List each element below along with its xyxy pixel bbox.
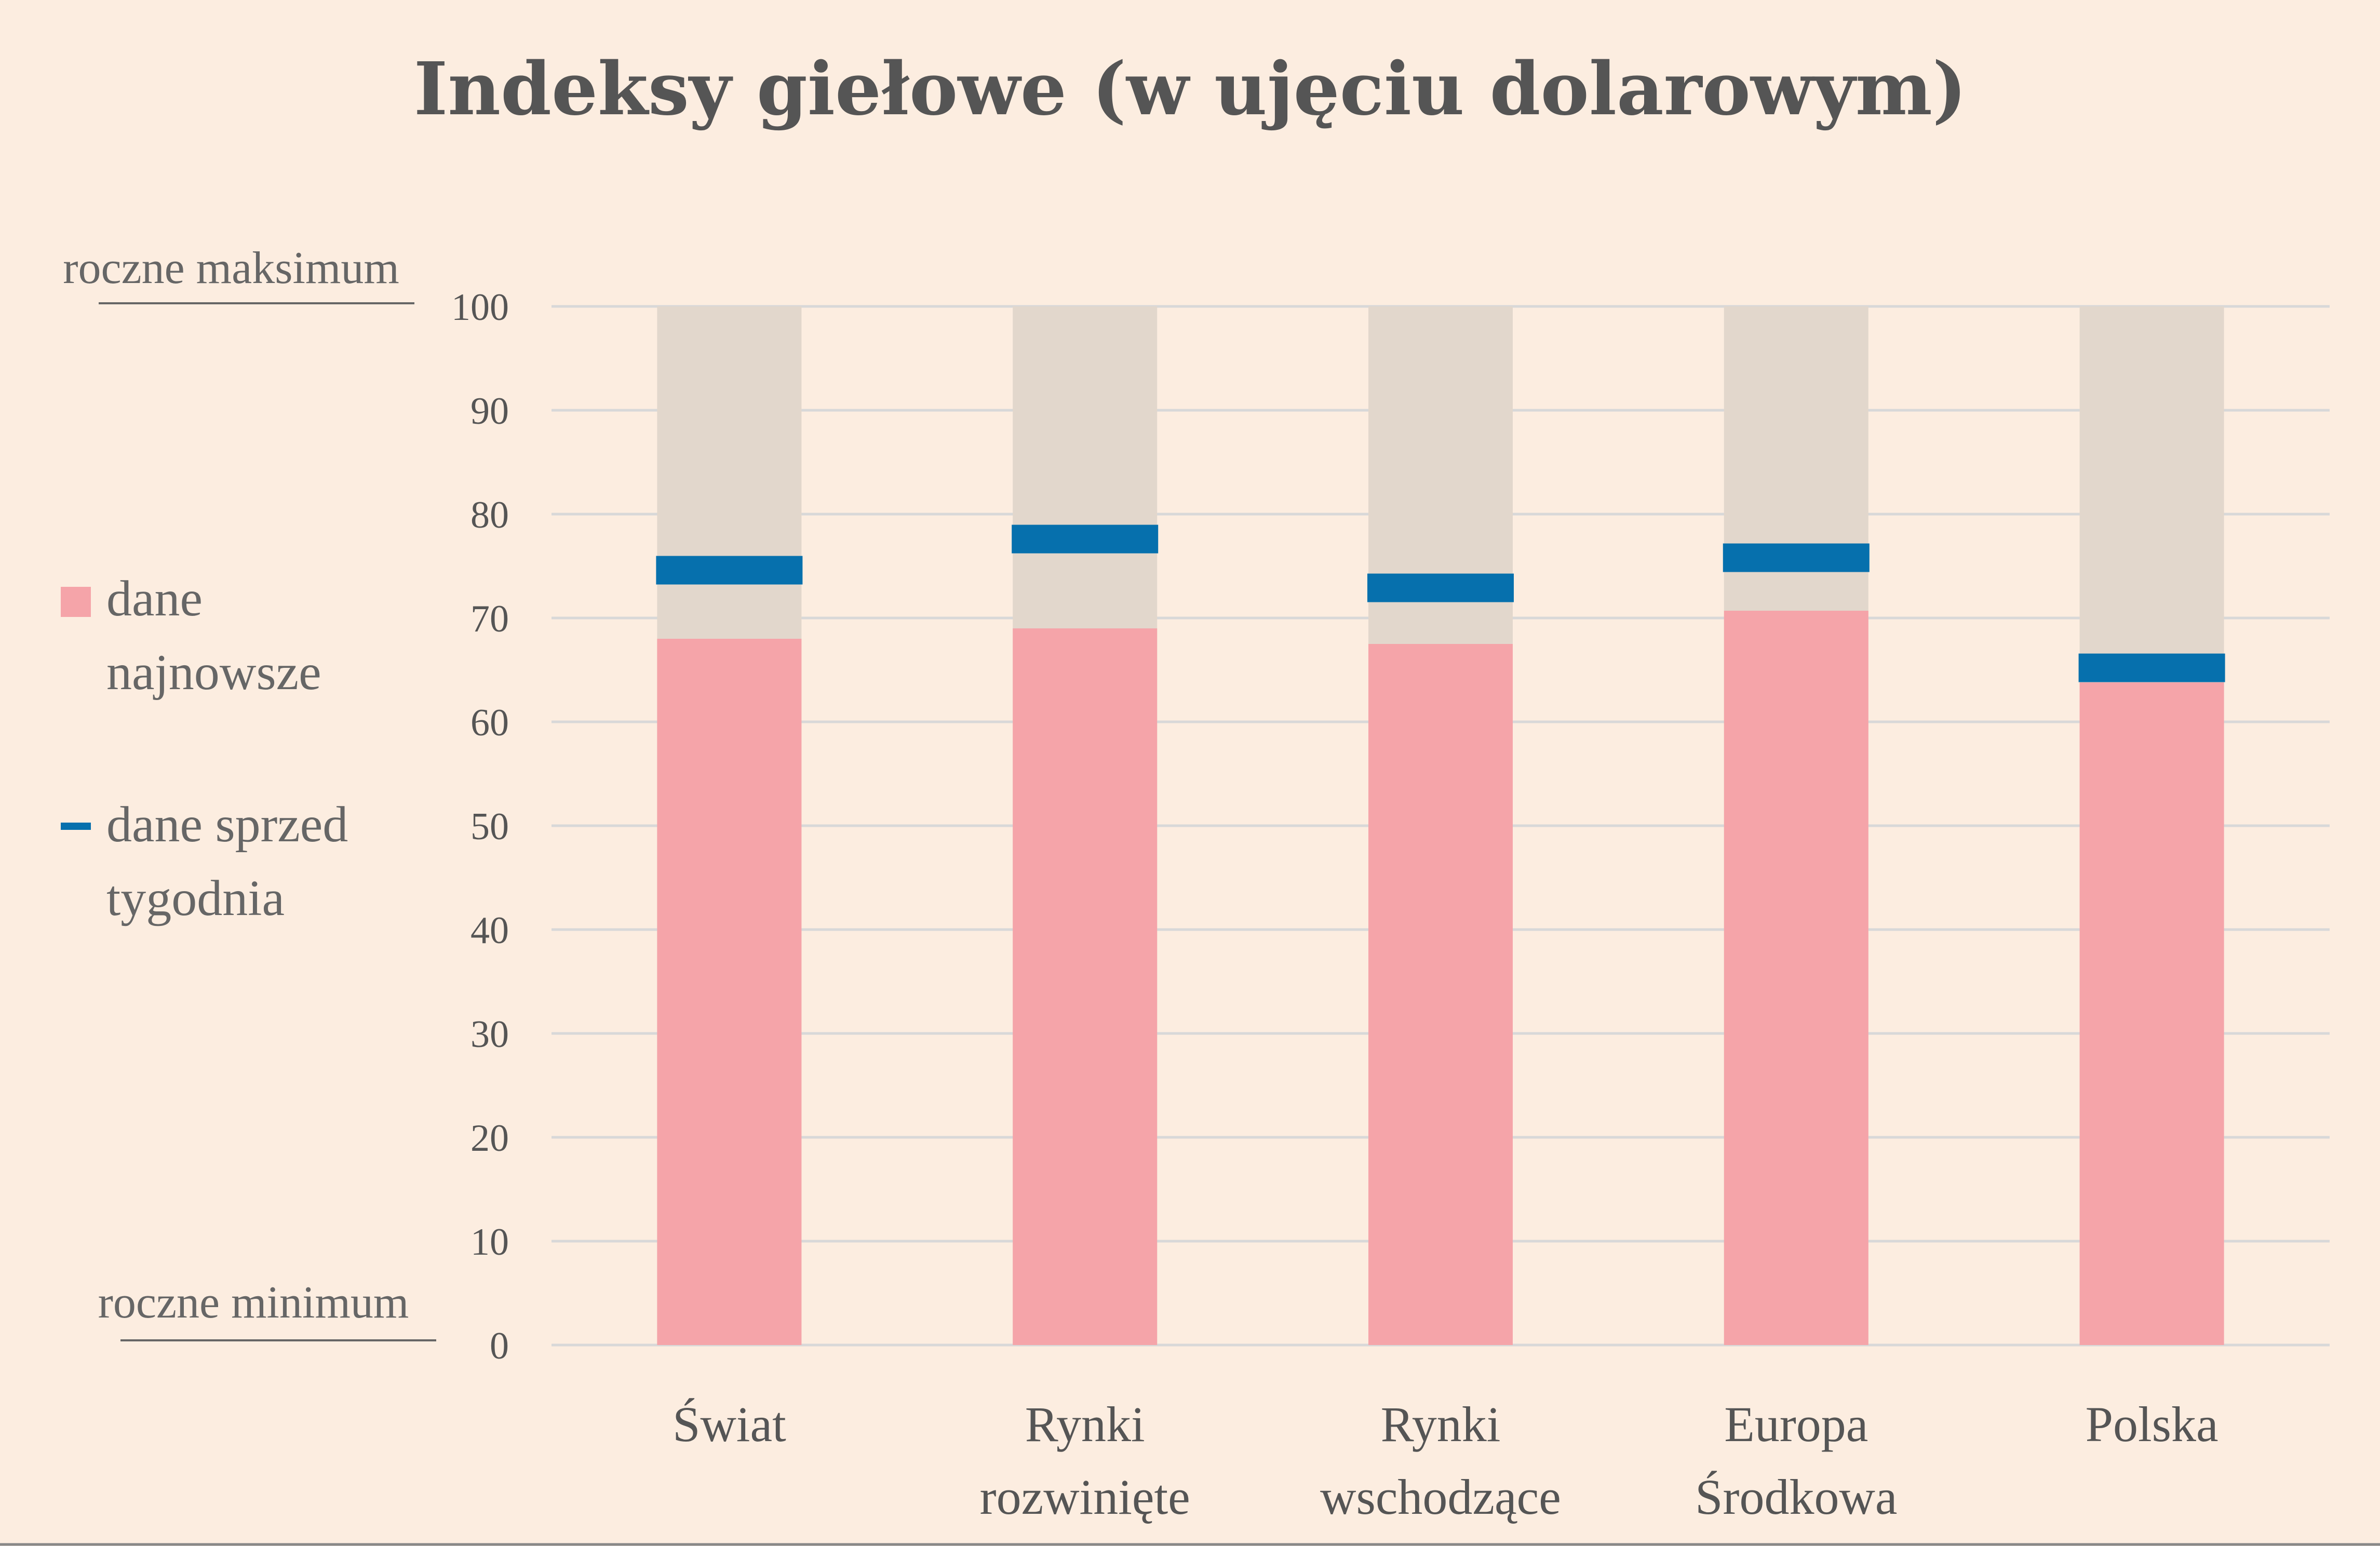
legend-label-week-ago: dane sprzed tygodnia xyxy=(106,797,361,926)
y-tick-label: 0 xyxy=(490,1325,509,1367)
marker-week-ago xyxy=(1723,543,1870,572)
annotation-bottom-label: roczne minimum xyxy=(98,1278,409,1328)
y-tick-label: 30 xyxy=(470,1013,509,1056)
y-axis-ticks: 0 10 20 30 40 50 60 70 80 90 100 xyxy=(451,286,509,1367)
marker-week-ago xyxy=(1012,525,1159,554)
y-tick-label: 80 xyxy=(470,494,509,536)
marker-week-ago xyxy=(656,556,803,585)
bar-latest xyxy=(657,639,802,1345)
legend-latest-line-1: dane xyxy=(106,571,203,627)
marker-week-ago xyxy=(1367,573,1514,602)
legend-week-ago-line-1: dane sprzed xyxy=(106,797,348,853)
legend-week-ago-line-2: tygodnia xyxy=(106,870,285,926)
marker-week-ago xyxy=(2078,653,2225,682)
annotation-top: roczne maksimum xyxy=(63,243,414,304)
category-label-line: Rynki xyxy=(1025,1396,1145,1452)
category-label-line: Europa xyxy=(1724,1396,1868,1452)
y-tick-label: 90 xyxy=(470,390,509,433)
category-label: Polska xyxy=(2086,1396,2218,1452)
category-labels: Świat Rynki rozwinięte Rynki wschodzące Europ… xyxy=(673,1396,2218,1525)
category-label: Europa Środkowa xyxy=(1695,1396,1897,1525)
annotation-top-label: roczne maksimum xyxy=(63,243,399,293)
category-label-line: rozwinięte xyxy=(980,1469,1190,1525)
category-label: Rynki rozwinięte xyxy=(980,1396,1190,1525)
legend: dane najnowsze dane sprzed tygodnia xyxy=(61,571,361,926)
category-label-line: Rynki xyxy=(1381,1396,1501,1452)
legend-label-latest: dane najnowsze xyxy=(106,571,321,701)
category-label-line: Świat xyxy=(673,1396,786,1452)
y-tick-label: 20 xyxy=(470,1117,509,1160)
y-tick-label: 40 xyxy=(470,909,509,952)
category-label-line: Polska xyxy=(2086,1396,2218,1452)
legend-latest-line-2: najnowsze xyxy=(106,644,321,701)
annotation-bottom: roczne minimum xyxy=(98,1278,436,1341)
legend-swatch-week-ago xyxy=(61,823,91,830)
category-label: Świat xyxy=(673,1396,786,1452)
y-tick-label: 10 xyxy=(470,1221,509,1263)
bar-latest xyxy=(1013,628,1158,1345)
legend-swatch-latest xyxy=(61,587,91,617)
bars xyxy=(656,306,2225,1345)
chart-title: Indeksy giełowe (w ujęciu dolarowym) xyxy=(414,47,1967,132)
category-label: Rynki wschodzące xyxy=(1320,1396,1561,1525)
bar-latest xyxy=(1368,644,1513,1345)
category-label-line: Środkowa xyxy=(1695,1469,1897,1525)
y-tick-label: 50 xyxy=(470,805,509,848)
bar-latest xyxy=(2079,682,2224,1345)
y-tick-label: 100 xyxy=(451,286,509,329)
bar-latest xyxy=(1724,611,1868,1345)
category-label-line: wschodzące xyxy=(1320,1469,1561,1525)
y-tick-label: 60 xyxy=(470,702,509,744)
y-tick-label: 70 xyxy=(470,598,509,640)
